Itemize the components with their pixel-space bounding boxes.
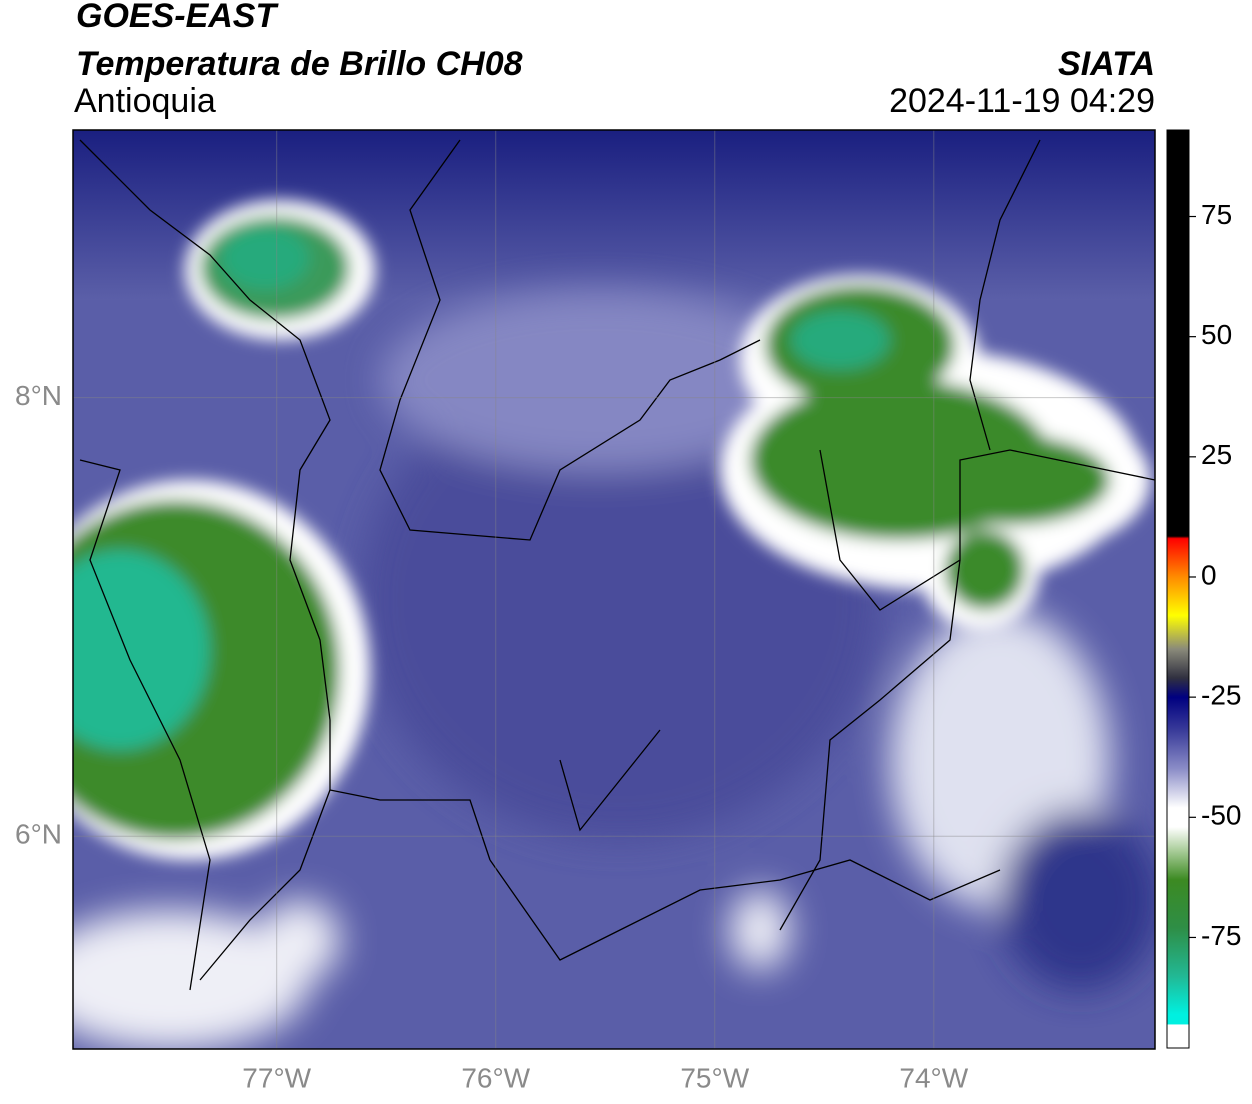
x-tick-label: 76°W bbox=[461, 1062, 530, 1093]
colorbar-tick-label: 75 bbox=[1201, 199, 1232, 230]
x-tick-label: 75°W bbox=[680, 1062, 749, 1093]
colorbar bbox=[1166, 129, 1190, 1049]
colorbar-tick-label: -50 bbox=[1201, 800, 1241, 831]
grid bbox=[73, 130, 1155, 1049]
region: Antioquia bbox=[74, 82, 216, 120]
subtitle: Temperatura de Brillo CH08 bbox=[76, 45, 523, 83]
map-image bbox=[73, 130, 1155, 1049]
x-tick-label: 77°W bbox=[242, 1062, 311, 1093]
title: GOES-EAST bbox=[76, 0, 279, 35]
y-tick-label: 6°N bbox=[15, 819, 62, 850]
y-tick-label: 8°N bbox=[15, 380, 62, 411]
colorbar-tick-label: 0 bbox=[1201, 559, 1217, 590]
colorbar-tick-label: -25 bbox=[1201, 680, 1241, 711]
map-frame bbox=[72, 129, 1156, 1050]
timestamp: 2024-11-19 04:29 bbox=[889, 82, 1155, 120]
source: SIATA bbox=[1058, 45, 1155, 83]
colorbar-tick-label: 50 bbox=[1201, 319, 1232, 350]
colorbar-tick-label: -75 bbox=[1201, 920, 1241, 951]
x-tick-label: 74°W bbox=[899, 1062, 968, 1093]
colorbar-tick-label: 25 bbox=[1201, 439, 1232, 470]
